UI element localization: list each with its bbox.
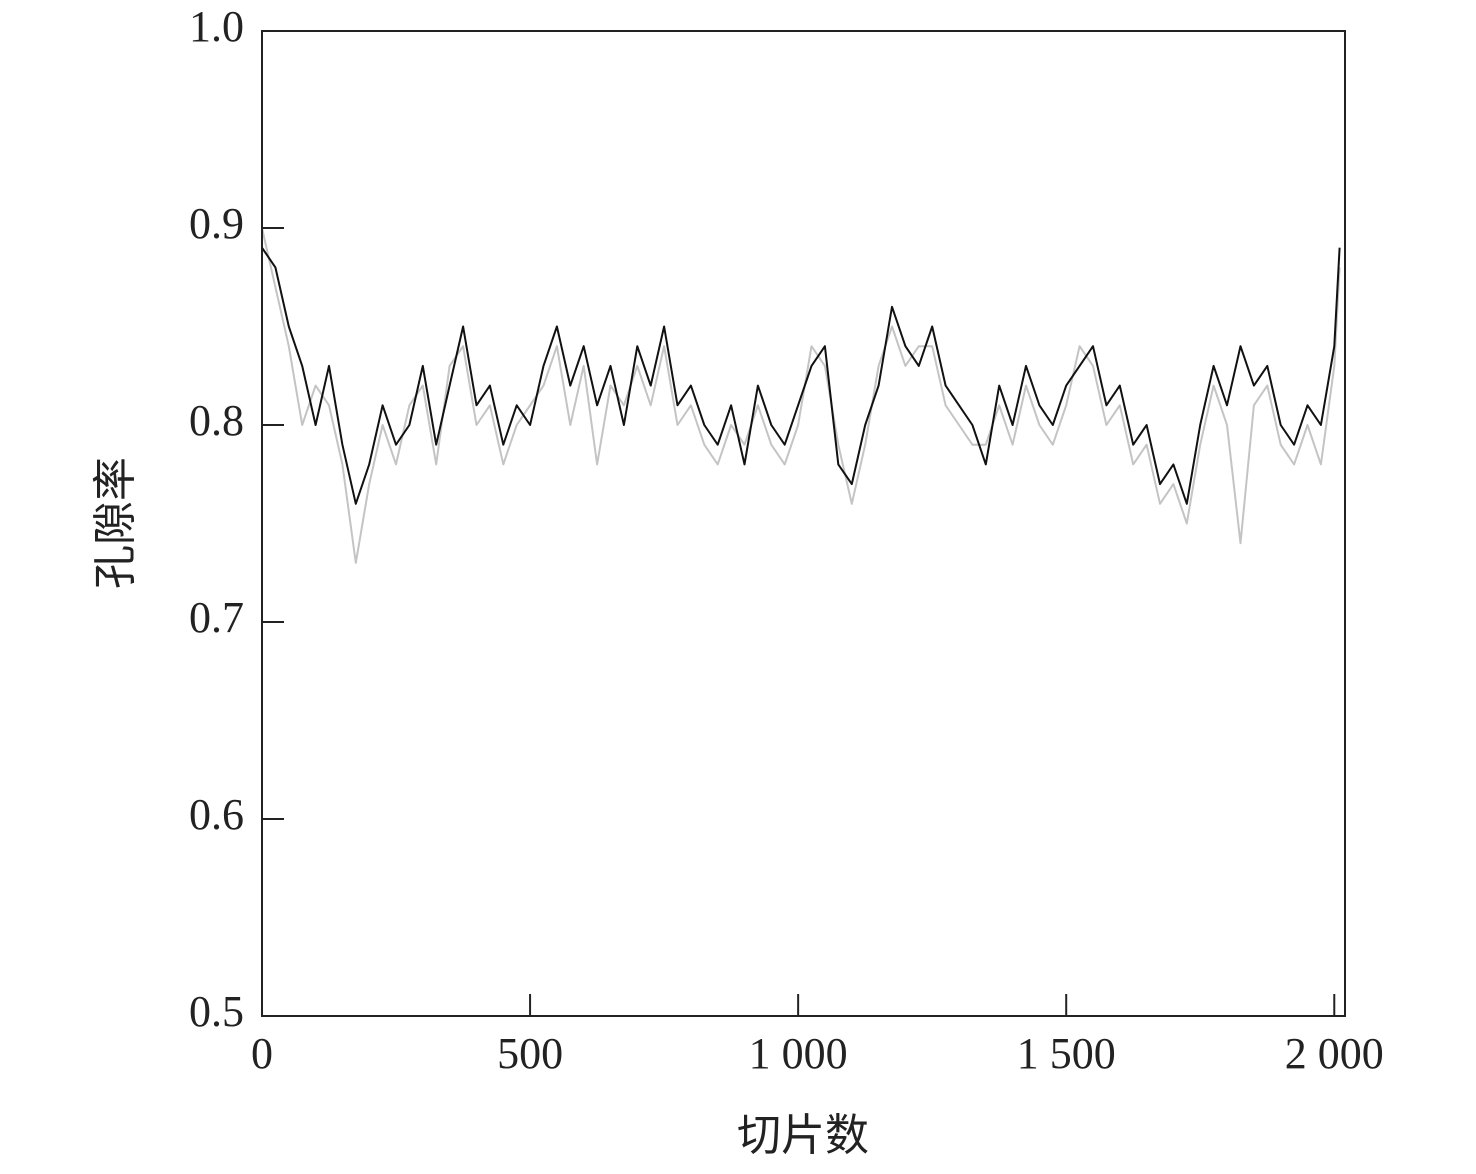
y-tick-label: 0.9 bbox=[189, 199, 244, 248]
y-tick-label: 0.7 bbox=[189, 593, 244, 642]
y-tick-label: 0.6 bbox=[189, 790, 244, 839]
y-axis-label: 孔隙率 bbox=[91, 457, 140, 589]
x-tick-label: 2 000 bbox=[1285, 1029, 1384, 1078]
line-series bbox=[261, 247, 1341, 505]
x-axis-label: 切片数 bbox=[737, 1111, 869, 1160]
x-tick-label: 1 000 bbox=[749, 1029, 848, 1078]
plot-frame bbox=[261, 30, 1346, 1017]
x-tick-label: 500 bbox=[497, 1029, 563, 1078]
x-tick-label: 0 bbox=[251, 1029, 273, 1078]
x-tick-label: 1 500 bbox=[1017, 1029, 1116, 1078]
y-tick-label: 0.8 bbox=[189, 396, 244, 445]
y-tick-label: 1.0 bbox=[189, 2, 244, 51]
y-tick-label: 0.5 bbox=[189, 987, 244, 1036]
